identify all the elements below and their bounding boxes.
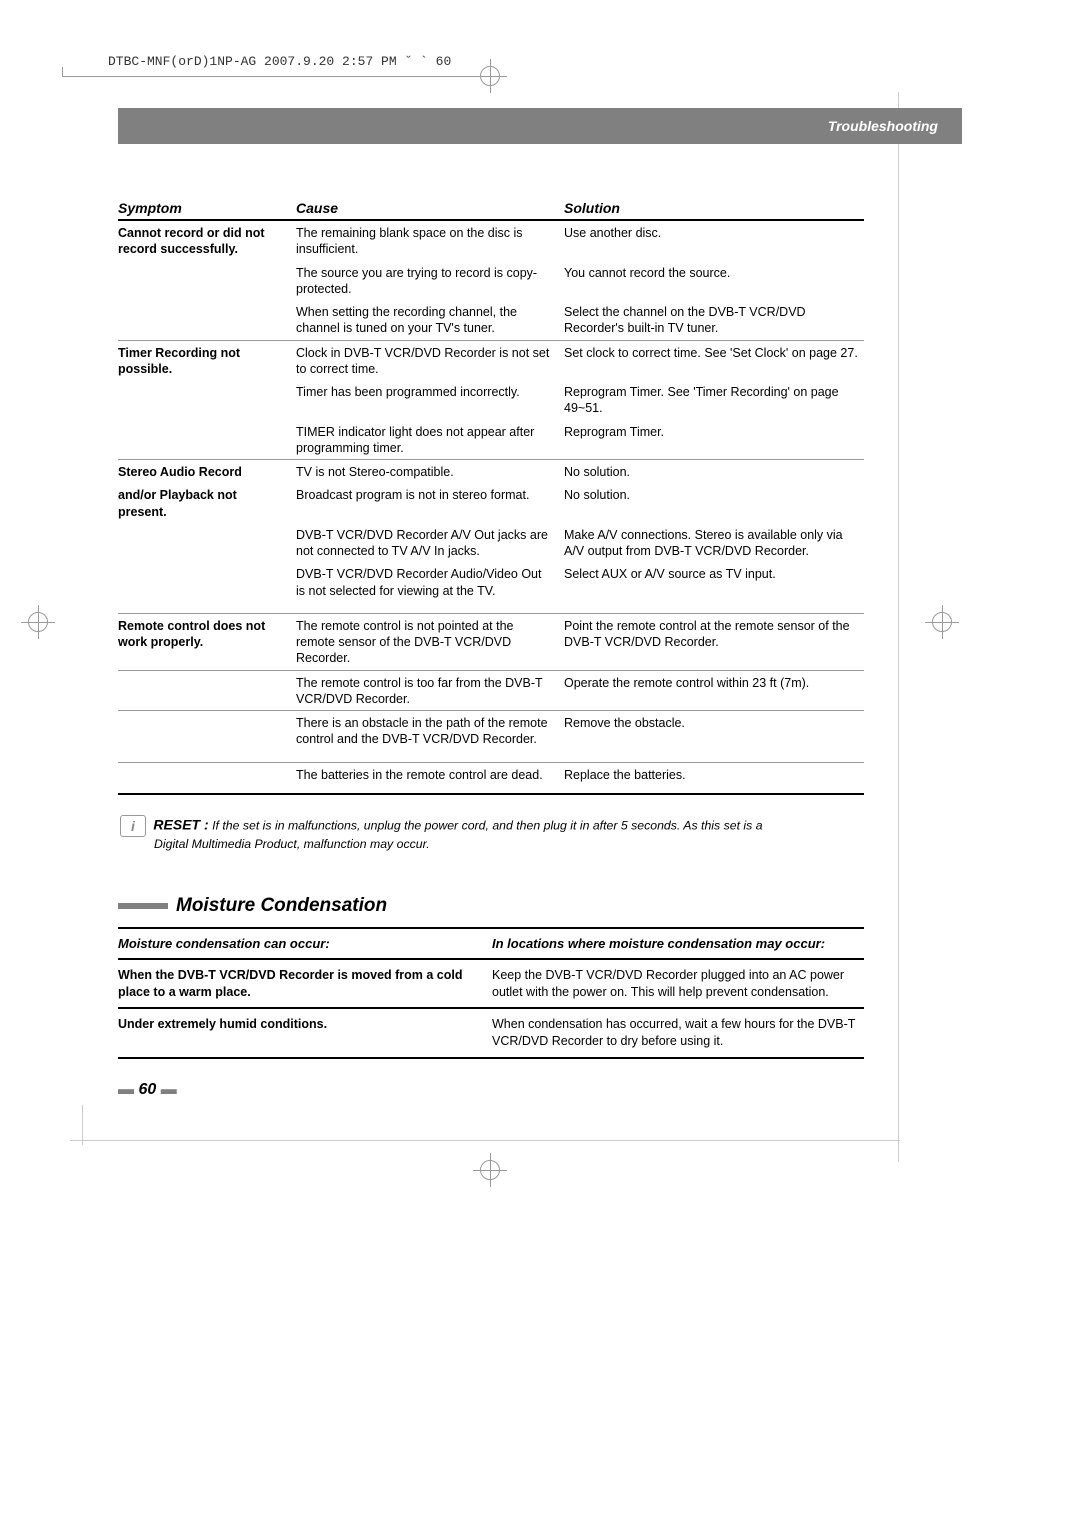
solution-cell: No solution. (564, 464, 864, 480)
cause-cell: The remote control is too far from the D… (296, 675, 564, 708)
moisture-row: When the DVB-T VCR/DVD Recorder is moved… (118, 960, 864, 1010)
cause-cell: DVB-T VCR/DVD Recorder Audio/Video Out i… (296, 566, 564, 599)
guide-right (898, 92, 899, 1162)
table-row: Timer has been programmed incorrectly. R… (118, 380, 864, 420)
troubleshooting-title: Troubleshooting (828, 118, 938, 134)
moisture-table: Moisture condensation can occur: In loca… (118, 927, 864, 1060)
cause-cell: TIMER indicator light does not appear af… (296, 424, 564, 457)
moisture-advice: When condensation has occurred, wait a f… (492, 1016, 864, 1050)
moisture-condition: When the DVB-T VCR/DVD Recorder is moved… (118, 967, 492, 1001)
info-icon: i (120, 815, 146, 837)
reset-label: RESET : (153, 816, 208, 832)
page-number: ▬ 60 ▬ (118, 1081, 177, 1099)
cause-cell: Timer has been programmed incorrectly. (296, 384, 564, 417)
reset-text: If the set is in malfunctions, unplug th… (212, 818, 762, 832)
symptom-text: present. (118, 505, 167, 519)
symptom-text: Stereo Audio Record (118, 465, 242, 479)
solution-cell: Select AUX or A/V source as TV input. (564, 566, 864, 599)
section-header: Moisture Condensation (118, 895, 864, 917)
print-meta: DTBC-MNF(orD)1NP-AG 2007.9.20 2:57 PM ˘ … (108, 54, 451, 69)
header-rule (62, 76, 492, 77)
table-row: Remote control does not work properly. T… (118, 614, 864, 671)
solution-cell: Use another disc. (564, 225, 864, 258)
cause-cell: TV is not Stereo-compatible. (296, 464, 564, 480)
moisture-col1-header: Moisture condensation can occur: (118, 936, 492, 951)
table-row: The source you are trying to record is c… (118, 261, 864, 301)
col-solution: Solution (564, 200, 864, 216)
moisture-condition: Under extremely humid conditions. (118, 1016, 492, 1050)
crop-v-left (38, 605, 39, 639)
cause-cell: The source you are trying to record is c… (296, 265, 564, 298)
reset-note: i RESET : If the set is in malfunctions,… (118, 815, 864, 853)
table-row: DVB-T VCR/DVD Recorder A/V Out jacks are… (118, 523, 864, 563)
table-header-row: Symptom Cause Solution (118, 200, 864, 221)
symptom-text: Timer Recording not (118, 346, 240, 360)
table-row: and/or Playback not present. Broadcast p… (118, 483, 864, 523)
cause-cell: DVB-T VCR/DVD Recorder A/V Out jacks are… (296, 527, 564, 560)
reset-text: Digital Multimedia Product, malfunction … (120, 837, 430, 853)
symptom-cell: Remote control does not work properly. (118, 618, 296, 667)
cause-cell: There is an obstacle in the path of the … (296, 715, 564, 748)
symptom-cell: Stereo Audio Record (118, 464, 296, 480)
content-area: Symptom Cause Solution Cannot record or … (118, 200, 864, 1059)
crop-v-bottom (490, 1153, 491, 1187)
solution-cell: Remove the obstacle. (564, 715, 864, 748)
symptom-text: work properly. (118, 635, 203, 649)
page-header: Troubleshooting (118, 108, 962, 144)
solution-cell: Replace the batteries. (564, 767, 864, 783)
table-row: Cannot record or did not record successf… (118, 221, 864, 261)
section-bar-icon (118, 903, 168, 909)
solution-cell: Reprogram Timer. (564, 424, 864, 457)
guide-bottom (70, 1140, 900, 1141)
table-row: There is an obstacle in the path of the … (118, 711, 864, 763)
crop-v-top (490, 59, 491, 93)
cause-cell: Clock in DVB-T VCR/DVD Recorder is not s… (296, 345, 564, 378)
cause-cell: The remaining blank space on the disc is… (296, 225, 564, 258)
solution-cell: Point the remote control at the remote s… (564, 618, 864, 667)
col-symptom: Symptom (118, 200, 296, 216)
moisture-row: Under extremely humid conditions. When c… (118, 1009, 864, 1059)
table-row: The remote control is too far from the D… (118, 671, 864, 712)
symptom-text: Cannot record or did not (118, 226, 265, 240)
symptom-cell: and/or Playback not present. (118, 487, 296, 520)
table-row: DVB-T VCR/DVD Recorder Audio/Video Out i… (118, 562, 864, 614)
table-row: Stereo Audio Record TV is not Stereo-com… (118, 460, 864, 483)
moisture-advice: Keep the DVB-T VCR/DVD Recorder plugged … (492, 967, 864, 1001)
table-row: TIMER indicator light does not appear af… (118, 420, 864, 461)
solution-cell: Operate the remote control within 23 ft … (564, 675, 864, 708)
solution-cell: You cannot record the source. (564, 265, 864, 298)
solution-cell: Make A/V connections. Stereo is availabl… (564, 527, 864, 560)
solution-cell: No solution. (564, 487, 864, 520)
cause-cell: The batteries in the remote control are … (296, 767, 564, 783)
moisture-header-row: Moisture condensation can occur: In loca… (118, 927, 864, 960)
table-row: When setting the recording channel, the … (118, 300, 864, 341)
symptom-text: Remote control does not (118, 619, 265, 633)
header-tick (62, 67, 63, 77)
table-row: The batteries in the remote control are … (118, 763, 864, 795)
symptom-text: and/or Playback not (118, 488, 237, 502)
solution-cell: Set clock to correct time. See 'Set Cloc… (564, 345, 864, 378)
col-cause: Cause (296, 200, 564, 216)
guide-bl (82, 1105, 83, 1145)
table-row: Timer Recording not possible. Clock in D… (118, 341, 864, 381)
moisture-col2-header: In locations where moisture condensation… (492, 936, 864, 951)
symptom-cell: Cannot record or did not record successf… (118, 225, 296, 258)
symptom-text: possible. (118, 362, 172, 376)
cause-cell: When setting the recording channel, the … (296, 304, 564, 337)
page-number-value: 60 (138, 1081, 156, 1098)
symptom-cell: Timer Recording not possible. (118, 345, 296, 378)
symptom-text: record successfully. (118, 242, 238, 256)
section-title: Moisture Condensation (176, 895, 387, 917)
crop-v-right (942, 605, 943, 639)
solution-cell: Select the channel on the DVB-T VCR/DVD … (564, 304, 864, 337)
cause-cell: The remote control is not pointed at the… (296, 618, 564, 667)
cause-cell: Broadcast program is not in stereo forma… (296, 487, 564, 520)
solution-cell: Reprogram Timer. See 'Timer Recording' o… (564, 384, 864, 417)
